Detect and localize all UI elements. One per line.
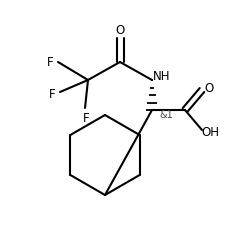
Text: NH: NH <box>153 70 171 83</box>
Text: O: O <box>115 23 125 36</box>
Text: F: F <box>83 112 89 124</box>
Text: &1: &1 <box>159 110 173 120</box>
Text: O: O <box>204 81 214 94</box>
Text: F: F <box>47 56 53 68</box>
Text: F: F <box>49 88 55 101</box>
Text: OH: OH <box>201 126 219 139</box>
